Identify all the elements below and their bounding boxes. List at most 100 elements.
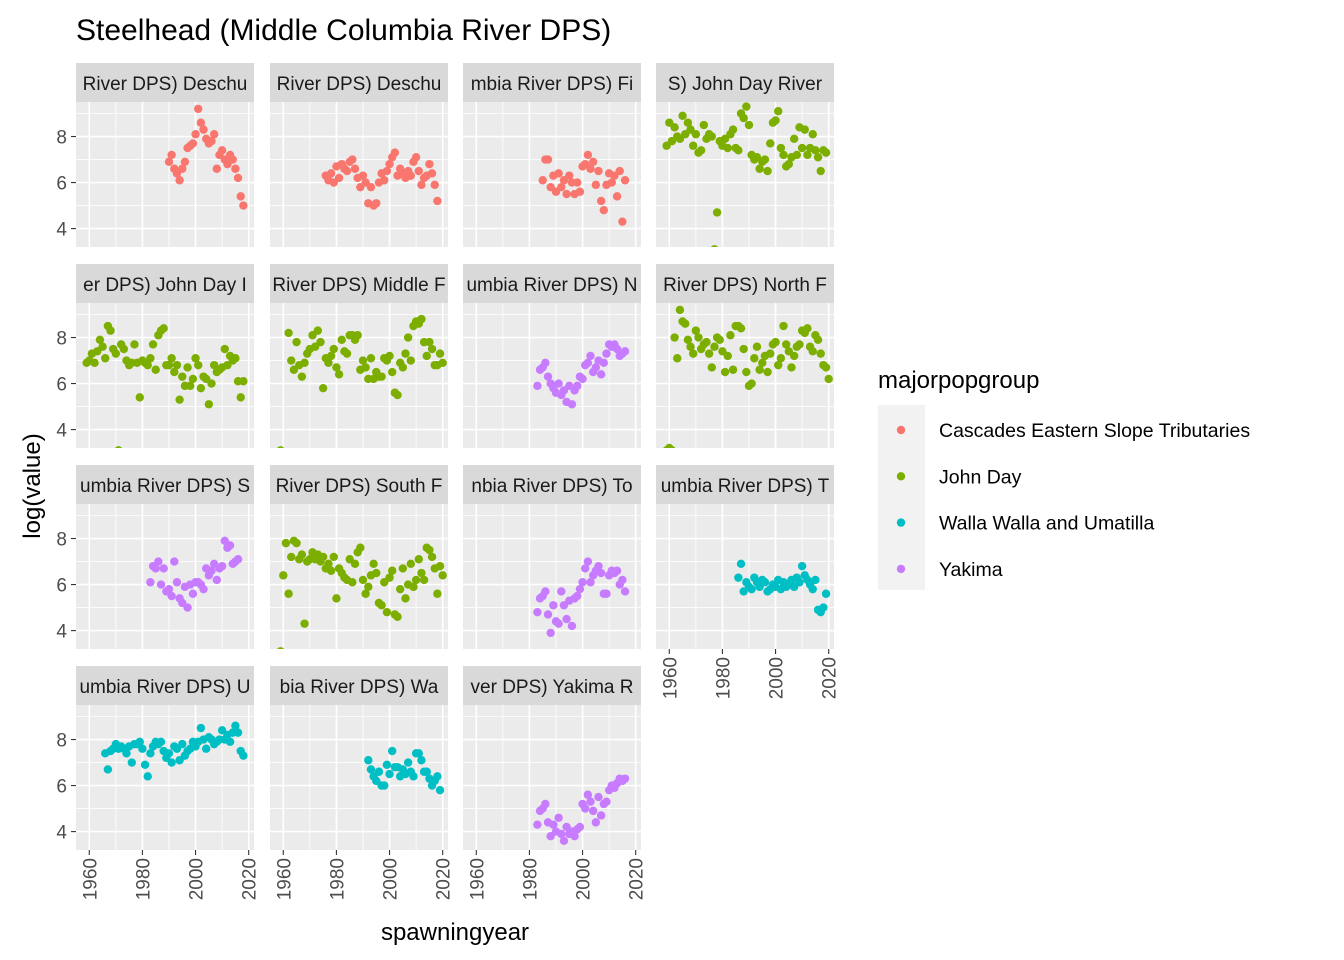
data-point bbox=[744, 120, 754, 130]
data-point bbox=[406, 559, 416, 569]
data-point bbox=[138, 744, 147, 753]
facet-panel: umbia River DPS) N bbox=[463, 264, 641, 448]
data-point bbox=[366, 182, 376, 192]
data-point bbox=[395, 584, 405, 594]
data-point bbox=[183, 363, 192, 372]
data-point bbox=[581, 564, 590, 573]
data-point bbox=[707, 363, 716, 372]
data-point bbox=[196, 118, 206, 127]
data-point bbox=[220, 344, 229, 354]
data-point bbox=[797, 143, 807, 153]
data-point bbox=[212, 164, 222, 173]
data-point bbox=[573, 178, 582, 187]
data-point bbox=[353, 331, 362, 340]
data-point bbox=[159, 564, 168, 573]
data-point bbox=[723, 143, 732, 153]
data-point bbox=[686, 342, 695, 351]
data-point bbox=[602, 797, 611, 806]
x-tick-label: 2020 bbox=[627, 858, 648, 900]
data-point bbox=[225, 541, 235, 550]
data-point bbox=[350, 559, 360, 569]
data-point bbox=[231, 721, 240, 730]
data-point bbox=[114, 446, 123, 448]
data-point bbox=[435, 561, 445, 571]
data-point bbox=[618, 217, 627, 226]
data-point bbox=[324, 559, 333, 569]
data-point bbox=[414, 166, 423, 176]
data-point bbox=[377, 372, 386, 381]
data-point bbox=[178, 164, 187, 173]
data-point bbox=[588, 806, 598, 816]
data-point bbox=[175, 176, 184, 185]
data-point bbox=[380, 176, 389, 185]
data-point bbox=[728, 365, 738, 374]
data-point bbox=[170, 367, 179, 377]
data-point bbox=[543, 372, 553, 381]
data-point bbox=[417, 314, 426, 324]
data-point bbox=[715, 335, 724, 345]
data-point bbox=[385, 159, 394, 169]
data-point bbox=[688, 349, 698, 358]
data-point bbox=[217, 561, 227, 571]
facet-strip bbox=[76, 264, 254, 303]
x-tick-label: 2020 bbox=[434, 858, 455, 900]
facet-panel: mbia River DPS) Fi bbox=[463, 63, 641, 247]
x-tick-label: 1960 bbox=[80, 858, 101, 900]
data-point bbox=[122, 749, 131, 758]
data-point bbox=[401, 594, 410, 603]
data-point bbox=[699, 120, 709, 130]
legend-label: Yakima bbox=[939, 559, 1003, 581]
data-point bbox=[620, 774, 630, 783]
data-point bbox=[702, 337, 711, 347]
data-point bbox=[417, 180, 426, 190]
data-point bbox=[98, 342, 107, 351]
data-point bbox=[417, 568, 426, 578]
data-point bbox=[586, 797, 595, 806]
data-point bbox=[691, 130, 701, 139]
legend-swatch bbox=[896, 518, 906, 527]
data-point bbox=[281, 538, 291, 548]
data-point bbox=[562, 614, 571, 624]
data-point bbox=[541, 799, 550, 809]
data-point bbox=[742, 367, 751, 377]
data-point bbox=[554, 619, 563, 628]
data-point bbox=[683, 335, 693, 345]
data-point bbox=[366, 354, 376, 363]
data-point bbox=[739, 344, 748, 354]
data-point bbox=[366, 765, 376, 774]
facet-strip bbox=[656, 264, 834, 303]
data-point bbox=[135, 393, 144, 402]
data-point bbox=[723, 351, 732, 361]
data-point bbox=[821, 148, 831, 157]
data-point bbox=[212, 575, 222, 585]
data-point bbox=[318, 383, 328, 393]
data-point bbox=[127, 758, 136, 767]
x-axis-title: spawningyear bbox=[381, 919, 529, 946]
data-point bbox=[541, 587, 550, 596]
data-point bbox=[372, 199, 381, 208]
legend-title: majorpopgroup bbox=[878, 367, 1039, 394]
y-tick-label: 6 bbox=[56, 174, 67, 195]
data-point bbox=[411, 153, 421, 162]
data-point bbox=[358, 171, 368, 180]
data-point bbox=[792, 150, 802, 160]
data-point bbox=[199, 125, 208, 134]
data-point bbox=[594, 561, 603, 571]
data-point bbox=[390, 148, 400, 157]
data-point bbox=[217, 146, 227, 155]
x-tick-label: 2000 bbox=[767, 657, 788, 699]
data-point bbox=[599, 358, 609, 368]
data-point bbox=[541, 358, 550, 368]
data-point bbox=[207, 566, 216, 575]
legend-entries: Cascades Eastern Slope Tributaries John D… bbox=[896, 420, 1250, 581]
data-point bbox=[411, 575, 421, 585]
data-point bbox=[575, 187, 585, 196]
data-point bbox=[766, 139, 775, 148]
facet-strip-label: mbia River DPS) Fi bbox=[471, 74, 634, 95]
facet-panel: umbia River DPS) U 4 6 8 1960 1980 2000 2020 bbox=[56, 666, 261, 900]
data-point bbox=[573, 381, 582, 391]
data-point bbox=[393, 612, 402, 621]
data-points bbox=[277, 314, 447, 448]
data-point bbox=[164, 157, 174, 167]
